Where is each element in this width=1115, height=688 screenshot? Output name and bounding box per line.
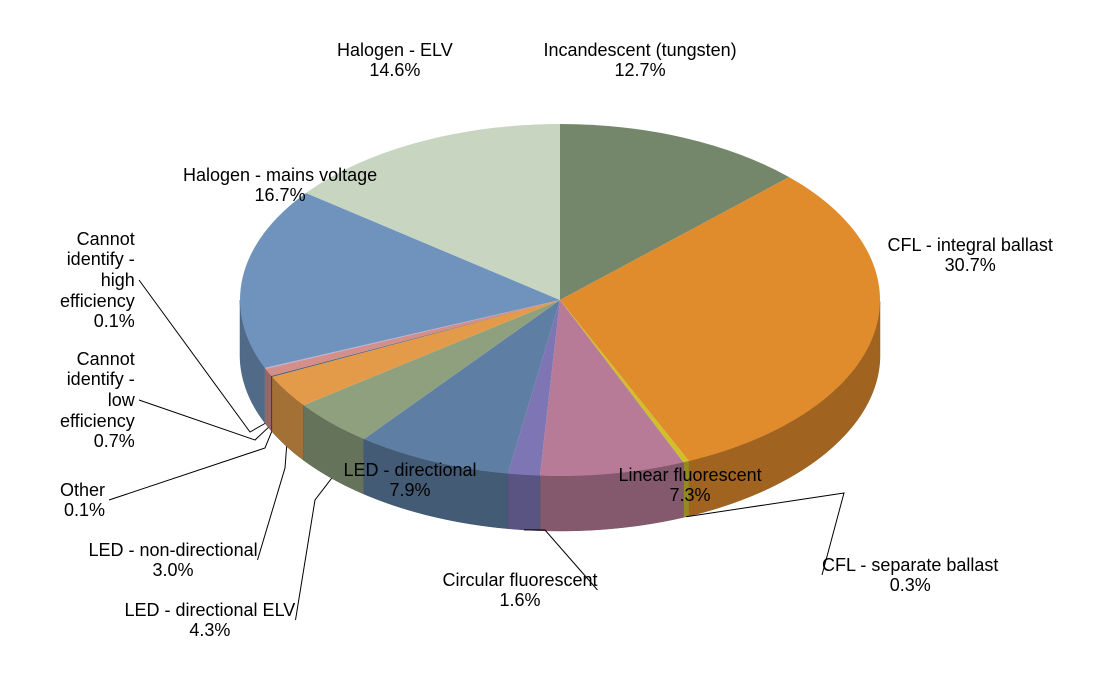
pie-slice-label: CFL - separate ballast 0.3% xyxy=(822,555,998,596)
pie-slice-label: Cannot identify - high efficiency 0.1% xyxy=(60,229,135,332)
pie-slice-label: LED - non-directional 3.0% xyxy=(89,540,258,581)
pie-slice-label: CFL - integral ballast 30.7% xyxy=(888,235,1053,276)
pie-slice-label: Circular fluorescent 1.6% xyxy=(443,570,598,611)
pie-slice-label: Halogen - mains voltage 16.7% xyxy=(183,165,377,206)
pie-slice-label: Halogen - ELV 14.6% xyxy=(337,40,453,81)
pie-slice-label: Incandescent (tungsten) 12.7% xyxy=(544,40,737,81)
pie-chart-container: Incandescent (tungsten) 12.7% CFL - integ… xyxy=(0,0,1115,688)
pie-slice-label: Linear fluorescent 7.3% xyxy=(619,465,762,506)
pie-slice-label: LED - directional ELV 4.3% xyxy=(125,600,296,641)
pie-slice-label: LED - directional 7.9% xyxy=(344,460,477,501)
pie-slice-label: Cannot identify - low efficiency 0.7% xyxy=(60,349,135,452)
pie-slice-label: Other 0.1% xyxy=(60,480,105,521)
